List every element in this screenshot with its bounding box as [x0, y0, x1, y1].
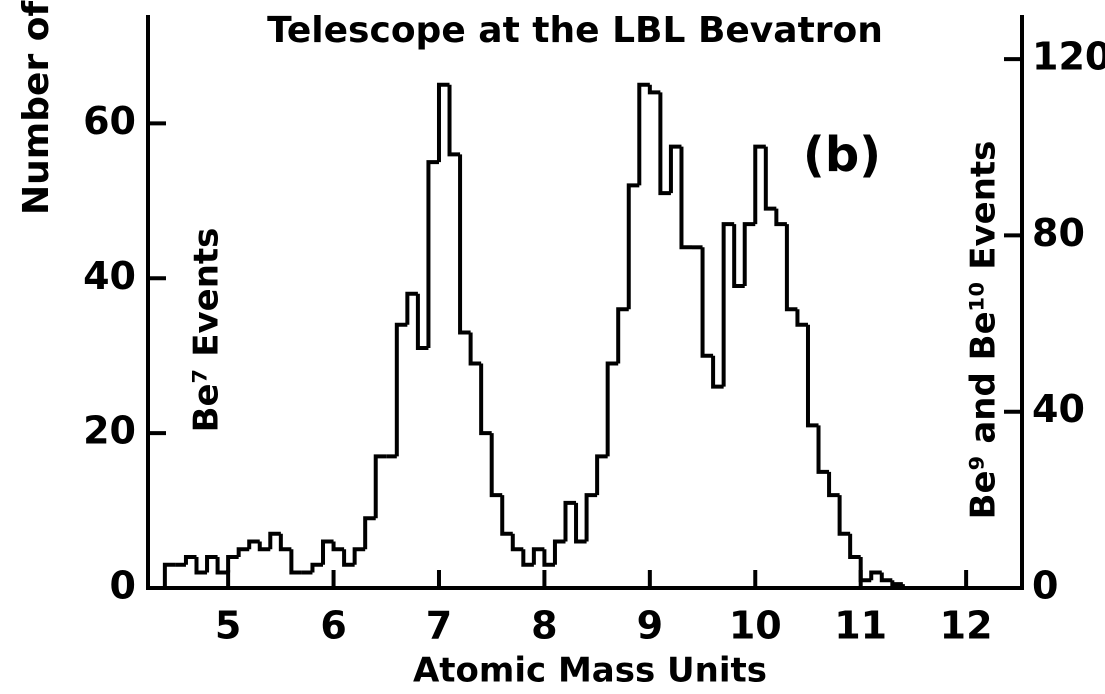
- histogram-step: [521, 549, 534, 567]
- y-tick-label: 0: [110, 564, 136, 608]
- histogram-step: [215, 557, 229, 575]
- histogram-step: [647, 84, 661, 95]
- histogram-step: [700, 247, 714, 358]
- histogram-step: [183, 555, 197, 565]
- histogram-step: [753, 144, 766, 225]
- histogram-step: [342, 549, 355, 567]
- histogram-step: [247, 539, 260, 550]
- histogram-step: [436, 82, 450, 163]
- histogram-step: [468, 332, 482, 366]
- axes-frame: [146, 15, 1024, 590]
- x-tick-label: 10: [729, 604, 782, 648]
- y-tick-label: 60: [83, 99, 136, 143]
- histogram-step: [584, 493, 598, 542]
- y-tick-label: 40: [83, 254, 136, 298]
- histogram-step: [500, 495, 513, 536]
- histogram-step: [827, 471, 840, 498]
- histogram-step: [226, 555, 239, 573]
- histogram-step: [458, 154, 471, 335]
- histogram-step: [415, 293, 429, 350]
- histogram-step: [405, 291, 418, 325]
- histogram-step: [352, 547, 366, 565]
- x-tick-label: 6: [320, 604, 346, 648]
- y2-tick-label: 40: [1032, 387, 1085, 431]
- histogram-step: [848, 533, 861, 560]
- histogram-step: [679, 146, 693, 250]
- histogram-step: [668, 144, 682, 194]
- histogram-step: [426, 160, 439, 348]
- y-tick-label: 20: [83, 409, 136, 453]
- histogram-step: [900, 584, 914, 590]
- histogram-step: [858, 557, 872, 583]
- histogram-step: [605, 361, 619, 457]
- histogram-step: [595, 454, 608, 496]
- histogram-step: [784, 224, 798, 312]
- histogram-step: [574, 502, 587, 544]
- histogram-step: [626, 183, 640, 310]
- histogram-step: [479, 363, 492, 436]
- histogram-step: [616, 307, 629, 364]
- histogram-step: [162, 562, 176, 588]
- histogram-step: [205, 555, 218, 573]
- histogram-step: [510, 533, 524, 552]
- histogram-step: [531, 547, 545, 565]
- histogram-step: [637, 82, 650, 186]
- histogram-step: [310, 562, 324, 573]
- histogram-step: [542, 549, 555, 567]
- histogram-step: [732, 224, 745, 289]
- histogram-step: [236, 547, 250, 558]
- histogram-step: [742, 222, 756, 287]
- histogram-step: [837, 495, 851, 536]
- x-axis-label: Atomic Mass Units: [413, 651, 767, 691]
- histogram-step: [331, 541, 345, 552]
- histogram-step: [711, 355, 724, 389]
- histogram-step: [552, 539, 566, 565]
- histogram-step: [373, 454, 387, 519]
- histogram-step: [795, 309, 808, 327]
- histogram-step: [805, 324, 819, 428]
- y-axis-label: Number of: [16, 1, 57, 215]
- x-tick-label: 12: [940, 604, 993, 648]
- histogram-step: [321, 539, 334, 565]
- histogram-step: [721, 222, 735, 387]
- y2-tick-label: 80: [1032, 211, 1085, 255]
- histogram-step: [289, 549, 302, 575]
- right-series-label: Be⁹ and Be¹⁰ Events: [964, 141, 1004, 520]
- x-tick-label: 5: [215, 604, 241, 648]
- left-series-label: Be⁷ Events: [187, 228, 227, 433]
- y2-tick-label: 120: [1032, 35, 1105, 79]
- histogram-step: [489, 433, 503, 498]
- histogram-step: [268, 531, 281, 550]
- histogram-step: [257, 541, 271, 552]
- x-tick-label: 7: [426, 604, 452, 648]
- y2-tick-label: 0: [1032, 564, 1058, 608]
- histogram-step: [763, 146, 777, 211]
- histogram-step: [447, 84, 461, 157]
- annotation: (b): [803, 127, 881, 183]
- histogram-step: [816, 425, 830, 474]
- histogram-step: [879, 572, 893, 583]
- x-tick-label: 11: [834, 604, 887, 648]
- histogram-step: [278, 533, 292, 552]
- x-tick-label: 9: [637, 604, 663, 648]
- histogram-step: [658, 92, 671, 196]
- histogram-step: [394, 322, 408, 457]
- histogram-step: [774, 208, 787, 227]
- x-tick-label: 8: [531, 604, 557, 648]
- chart-title: Telescope at the LBL Bevatron: [267, 10, 883, 51]
- histogram-step: [869, 570, 882, 581]
- histogram-step: [890, 580, 903, 587]
- histogram-step: [194, 557, 208, 575]
- histogram-step: [563, 500, 577, 542]
- histogram-step: [363, 516, 376, 550]
